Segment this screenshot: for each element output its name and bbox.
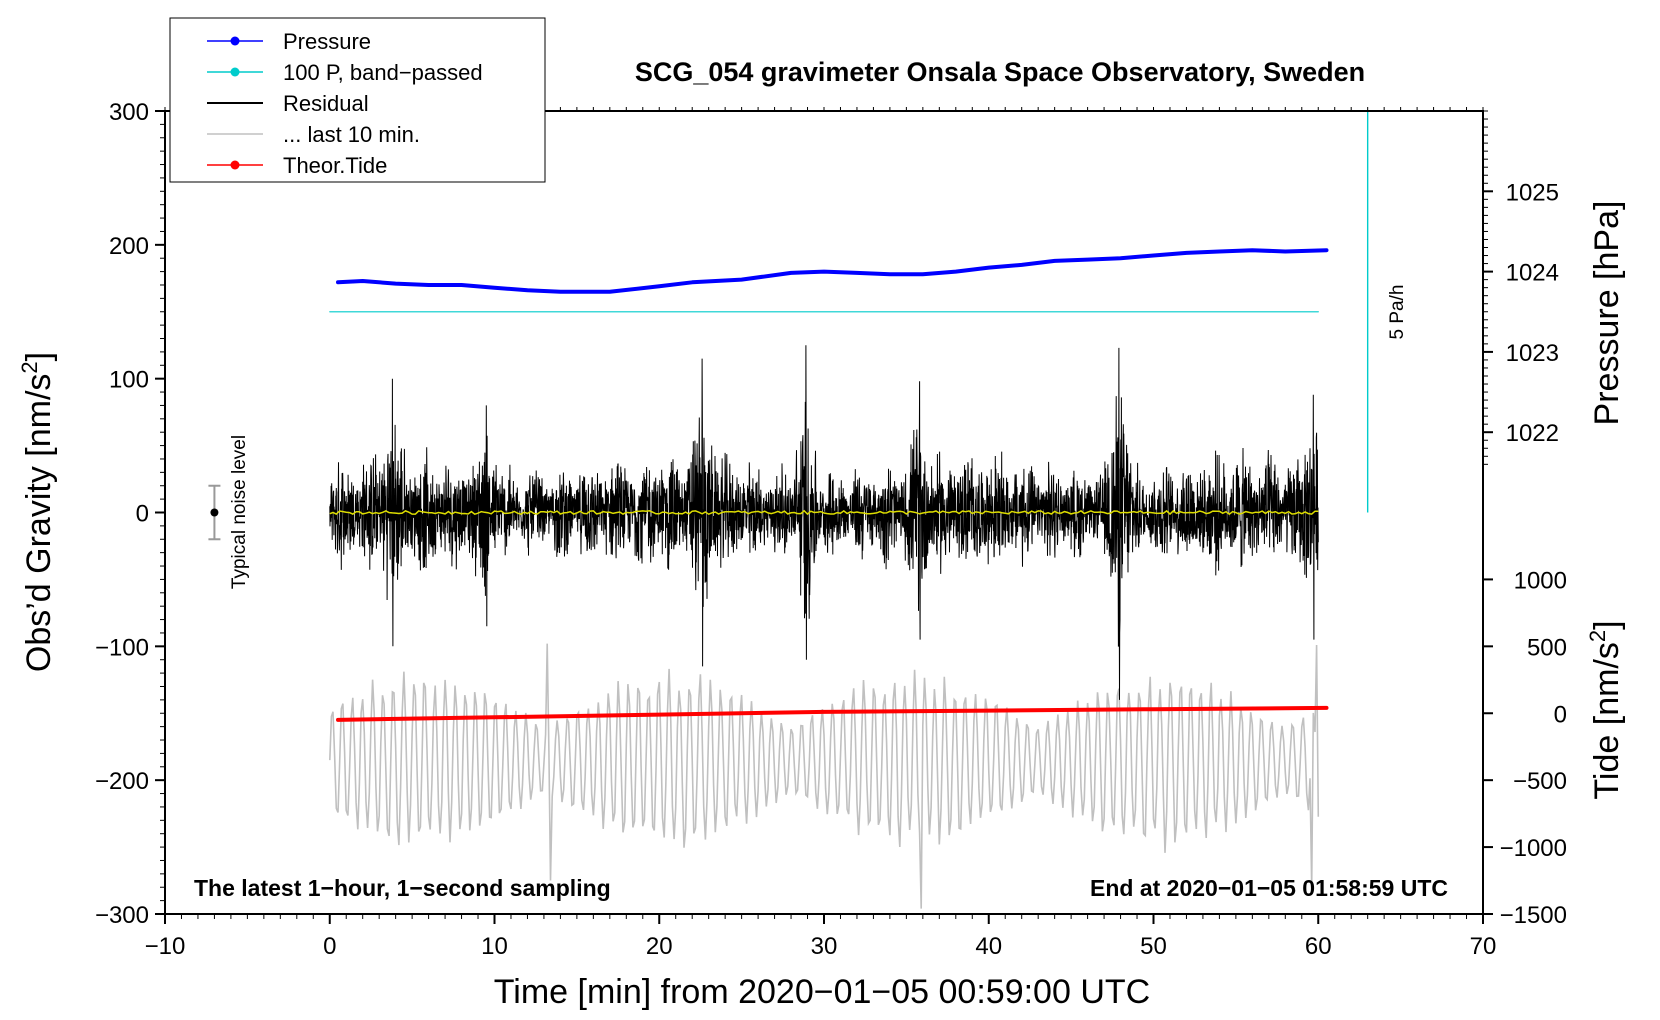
tide-tick-label: −500	[1513, 768, 1567, 795]
y-tick-label: −200	[95, 768, 149, 795]
x-tick-label: −10	[145, 933, 186, 960]
y-tick-label: 0	[136, 501, 149, 528]
legend-label: 100 P, band−passed	[283, 60, 483, 85]
x-tick-label: 60	[1305, 933, 1332, 960]
tide-tick-label: −1000	[1500, 835, 1567, 862]
y-tick-label: 100	[109, 367, 149, 394]
y-tick-label: −100	[95, 634, 149, 661]
tide-tick-label: 1000	[1514, 567, 1567, 594]
axes-layer: −10 0 10 20 30 40 50 60 703002001000−100−200−300…	[95, 99, 1567, 960]
x-tick-label: 70	[1470, 933, 1497, 960]
y-axis-title-left: Obs’d Gravity [nm/s2]	[17, 352, 58, 672]
tide-tick-label: −1500	[1500, 902, 1567, 929]
x-tick-label: 40	[975, 933, 1002, 960]
y-axis-title-tide: Tide [nm/s2]	[1585, 620, 1626, 799]
legend-box	[169, 17, 546, 183]
tide-tick-label: 500	[1527, 634, 1567, 661]
pressure-tick-label: 1024	[1506, 260, 1559, 287]
pressure-tick-label: 1025	[1506, 179, 1559, 206]
x-axis-title: Time [min] from 2020−01−05 00:59:00 UTC	[494, 973, 1150, 1011]
pressure-tick-label: 1022	[1506, 420, 1559, 447]
last-10-min-trace	[329, 643, 1320, 909]
x-tick-label: 30	[811, 933, 838, 960]
y-tick-label: 200	[109, 233, 149, 260]
tide-tick-label: 0	[1554, 701, 1567, 728]
pressure-tick-label: 1023	[1506, 340, 1559, 367]
data-series-layer	[208, 111, 1369, 909]
x-tick-label: 10	[481, 933, 508, 960]
legend-label: Residual	[283, 91, 369, 116]
series-theor-tide	[336, 705, 1329, 722]
noise-level-label: Typical noise level	[229, 435, 250, 589]
series-pressure	[336, 248, 1329, 294]
x-tick-label: 20	[646, 933, 673, 960]
chart-title: SCG_054 gravimeter Onsala Space Observat…	[635, 57, 1365, 87]
legend-marker	[230, 36, 240, 46]
y-tick-label: 300	[109, 99, 149, 126]
y-tick-label: −300	[95, 902, 149, 929]
y-axis-title-pressure: Pressure [hPa]	[1588, 201, 1626, 426]
annotation-bottom-right: End at 2020−01−05 01:58:59 UTC	[1090, 875, 1448, 901]
legend-label: Theor.Tide	[283, 153, 387, 178]
residual-mean-line	[329, 509, 1319, 516]
x-tick-label: 50	[1140, 933, 1167, 960]
residual-trace	[329, 345, 1319, 700]
legend-label: ... last 10 min.	[283, 122, 420, 147]
legend-marker	[230, 67, 240, 77]
annotation-bottom-left: The latest 1−hour, 1−second sampling	[194, 875, 611, 901]
noise-bar-center-dot	[210, 508, 219, 517]
legend-label: Pressure	[283, 29, 371, 54]
x-tick-label: 0	[323, 933, 336, 960]
legend-marker	[230, 160, 240, 170]
legend: Pressure 100 P, band−passed Residual ... la…	[169, 17, 546, 183]
pressure-rate-label: 5 Pa/h	[1387, 285, 1408, 340]
